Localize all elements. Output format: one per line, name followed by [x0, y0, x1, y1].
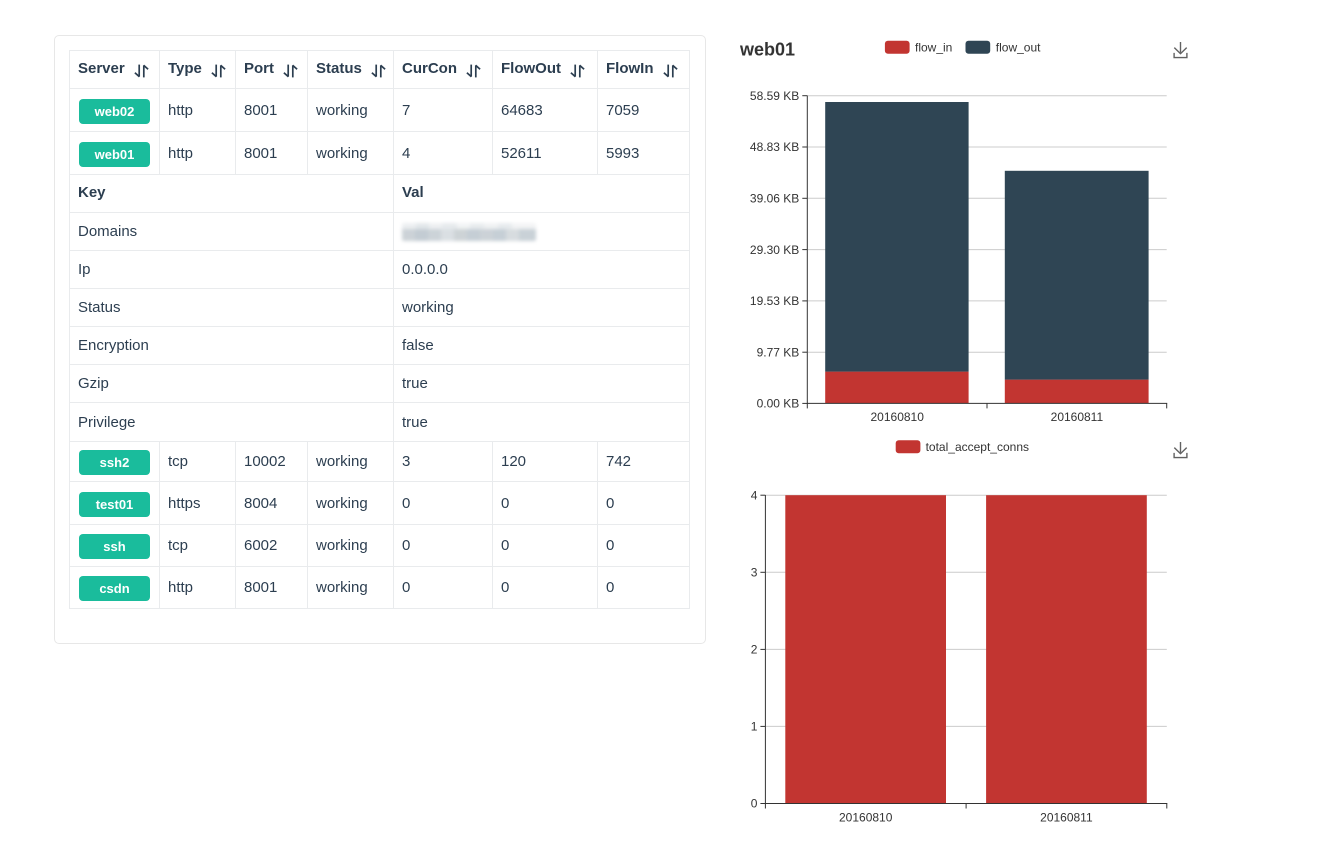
svg-text:39.06 KB: 39.06 KB [750, 192, 799, 206]
svg-text:20160810: 20160810 [839, 810, 893, 824]
svg-text:total_accept_conns: total_accept_conns [926, 440, 1029, 454]
svg-text:flow_in: flow_in [915, 41, 952, 55]
svg-text:1: 1 [751, 720, 758, 734]
svg-text:20160810: 20160810 [871, 410, 925, 424]
svg-text:48.83 KB: 48.83 KB [750, 140, 799, 154]
svg-text:web01: web01 [739, 40, 795, 60]
svg-text:3: 3 [751, 566, 758, 580]
svg-text:flow_out: flow_out [996, 41, 1041, 55]
svg-text:0.00 KB: 0.00 KB [757, 397, 800, 411]
svg-text:29.30 KB: 29.30 KB [750, 243, 799, 257]
svg-text:9.77 KB: 9.77 KB [757, 345, 800, 359]
svg-text:0: 0 [751, 797, 758, 811]
svg-text:19.53 KB: 19.53 KB [750, 294, 799, 308]
svg-text:58.59 KB: 58.59 KB [750, 89, 799, 103]
svg-text:2: 2 [751, 643, 758, 657]
svg-text:4: 4 [751, 488, 758, 502]
svg-text:20160811: 20160811 [1051, 410, 1104, 424]
svg-text:20160811: 20160811 [1040, 810, 1093, 824]
